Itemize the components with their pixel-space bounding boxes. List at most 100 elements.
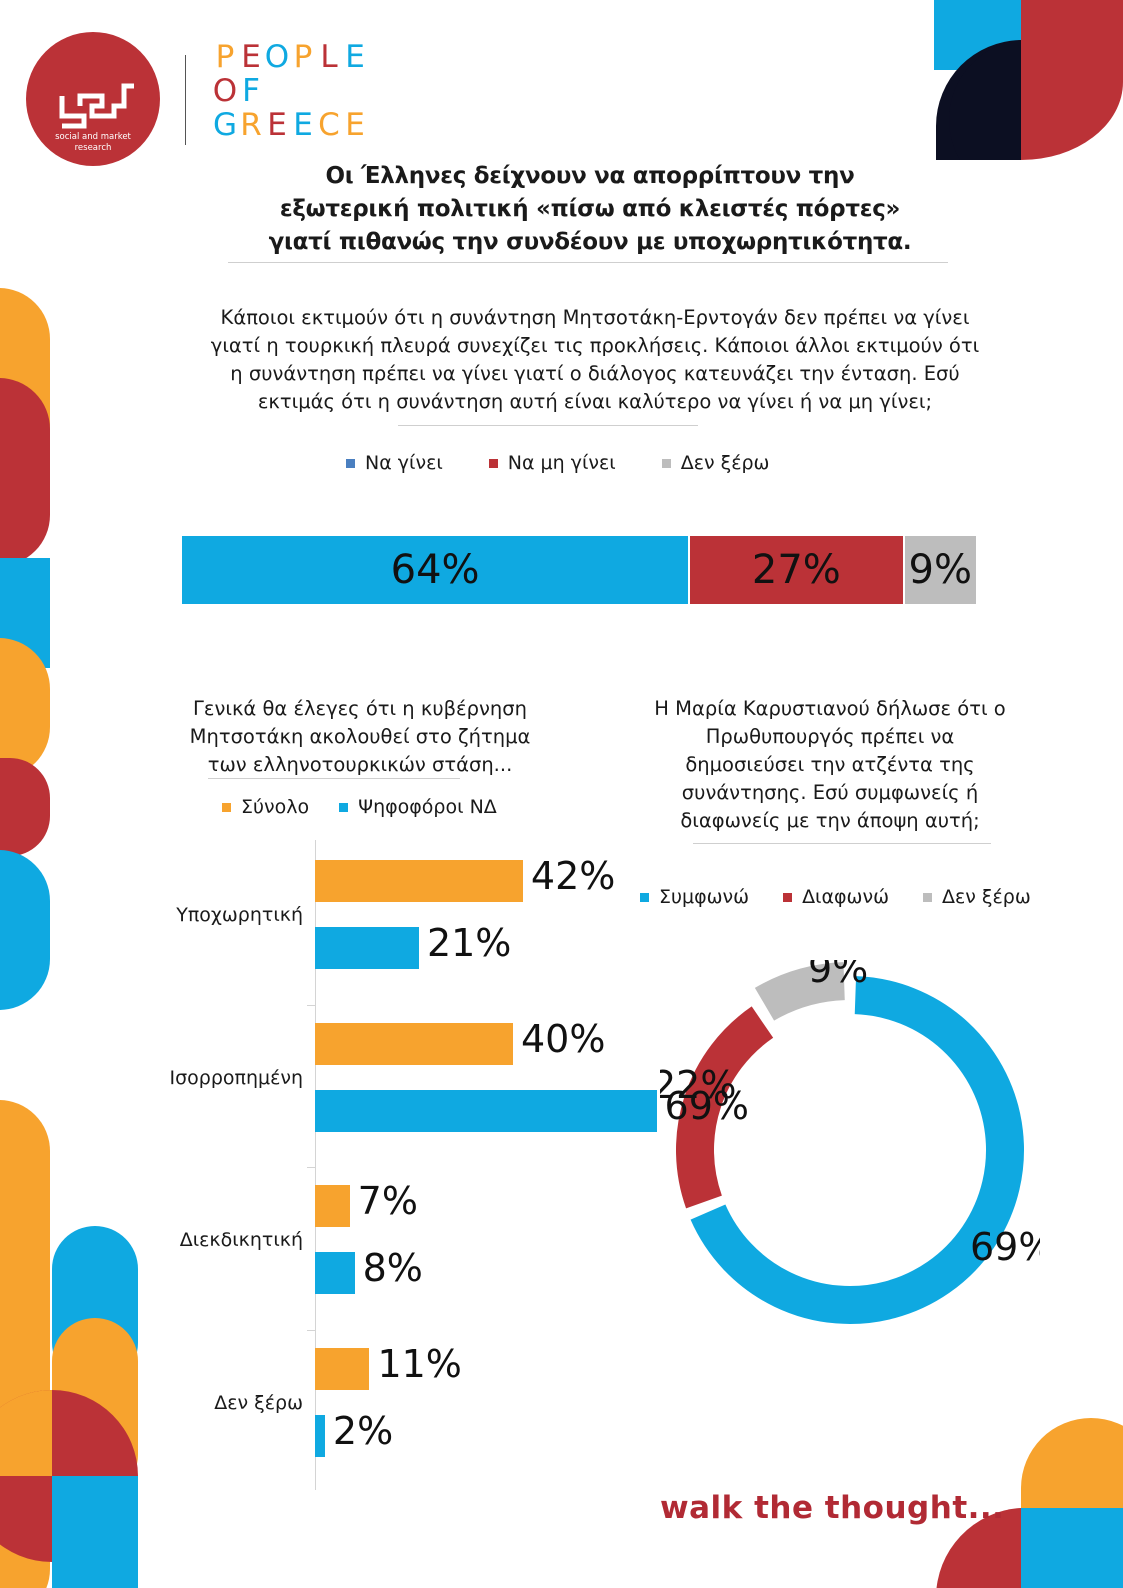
logo-caption-1: social and market — [55, 132, 131, 142]
decor-tr-navy-round — [949, 40, 1021, 160]
donut-slice-label: 9% — [808, 960, 868, 991]
donut-slice — [754, 962, 846, 1021]
title-line-1: Οι Έλληνες δείχνουν να απορρίπτουν την — [325, 163, 855, 189]
legend-item-agree: Συμφωνώ — [640, 886, 749, 908]
bar — [315, 1185, 350, 1227]
stacked-bar-label: 9% — [908, 547, 972, 593]
bar — [315, 860, 523, 902]
stacked-bar-label: 27% — [751, 547, 841, 593]
q2-line-2: Μητσοτάκη ακολουθεί στο ζήτημα — [189, 725, 531, 748]
legend-item-nd-voters: Ψηφοφόροι ΝΔ — [339, 796, 497, 818]
q2-line-3: των ελληνοτουρκικών στάση... — [207, 753, 513, 776]
chart1-legend: Να γίνει Να μη γίνει Δεν ξέρω — [346, 452, 815, 474]
logo-divider — [185, 55, 186, 145]
q1-line-3: η συνάντηση πρέπει να γίνει γιατί ο διάλ… — [230, 362, 960, 385]
title-line-3: γιατί πιθανώς την συνδέουν με υποχωρητικ… — [268, 229, 912, 255]
wordmark-letter: F — [242, 73, 260, 109]
legend-label: Να μη γίνει — [507, 452, 616, 474]
question-2: Γενικά θα έλεγες ότι η κυβέρνηση Μητσοτά… — [170, 695, 550, 779]
bar — [315, 1348, 370, 1390]
bar-value-label: 21% — [426, 921, 512, 965]
legend-swatch — [346, 458, 355, 468]
bar — [315, 1090, 657, 1132]
donut-slice — [676, 1006, 774, 1209]
legend-swatch — [488, 458, 498, 468]
group-separator — [307, 1330, 315, 1331]
bar-value-label: 8% — [362, 1246, 423, 1290]
legend-label: Να γίνει — [365, 452, 443, 474]
q1-line-4: εκτιμάς ότι η συνάντηση αυτή είναι καλύτ… — [257, 390, 933, 413]
decor-br-blue — [1021, 1508, 1123, 1588]
q3-line-4: συνάντησης. Εσύ συμφωνείς ή — [681, 781, 979, 804]
q1-divider — [398, 425, 698, 426]
legend-swatch — [339, 802, 349, 812]
logo-caption-2: research — [74, 143, 112, 153]
decor-tr-red — [1021, 0, 1123, 160]
bar — [315, 1415, 325, 1457]
legend-label: Σύνολο — [241, 796, 310, 818]
chart2-legend: Σύνολο Ψηφοφόροι ΝΔ — [222, 796, 543, 818]
bar-value-label: 7% — [357, 1179, 418, 1223]
page-title: Οι Έλληνες δείχνουν να απορρίπτουν την ε… — [230, 160, 950, 259]
category-label: Υποχωρητική — [176, 904, 303, 926]
donut-slice-label: 22% — [660, 1063, 736, 1107]
q3-line-2: Πρωθυπουργός πρέπει να — [705, 725, 955, 748]
stacked-bar-segment: 9% — [904, 536, 976, 604]
legend-label: Δεν ξέρω — [941, 886, 1031, 908]
question-1: Κάποιοι εκτιμούν ότι η συνάντηση Μητσοτά… — [190, 304, 1000, 416]
decor-red-pill — [0, 378, 50, 566]
q3-line-5: διαφωνείς με την άποψη αυτή; — [680, 809, 980, 832]
wordmark-letter: G — [212, 107, 238, 143]
bar-value-label: 42% — [530, 854, 616, 898]
decor-blue-bottom — [52, 1476, 138, 1588]
stacked-bar-segment: 27% — [690, 536, 903, 604]
chart3-legend: Συμφωνώ Διαφωνώ Δεν ξέρω — [640, 886, 1031, 908]
wordmark-letter: O — [212, 73, 238, 109]
wordmark-letter: P — [293, 39, 313, 75]
q2-line-1: Γενικά θα έλεγες ότι η κυβέρνηση — [193, 697, 527, 720]
stacked-bar-label: 64% — [390, 547, 480, 593]
legend-swatch — [222, 802, 231, 812]
category-label: Διεκδικητική — [179, 1229, 303, 1251]
category-label: Ισορροπημένη — [169, 1067, 303, 1089]
group-separator — [307, 1005, 315, 1006]
chart2-axis — [315, 840, 316, 1490]
logo-mark-icon — [59, 83, 134, 129]
brand-logo: social and market research — [26, 32, 160, 166]
donut-slice-label: 69% — [970, 1225, 1040, 1269]
legend-swatch — [661, 458, 671, 468]
legend-swatch — [640, 892, 649, 902]
q1-line-2: γιατί η τουρκική πλευρά συνεχίζει τις πρ… — [210, 334, 980, 357]
bar — [315, 1023, 513, 1065]
wordmark-letter: L — [320, 39, 338, 75]
wordmark-letter: E — [345, 39, 365, 75]
q2-divider — [208, 778, 460, 779]
donut-chart: 69% 22% 9% — [660, 960, 1040, 1324]
wordmark-letter: O — [264, 39, 290, 75]
wordmark-letter: R — [240, 107, 262, 143]
legend-label: Ψηφοφόροι ΝΔ — [358, 796, 497, 818]
bar-value-label: 11% — [377, 1342, 462, 1386]
wordmark-letter: E — [241, 39, 261, 75]
title-line-2: εξωτερική πολιτική «πίσω από κλειστές πό… — [279, 196, 901, 222]
wordmark-letter: E — [267, 107, 287, 143]
q3-line-1: Η Μαρία Καρυστιανού δήλωσε ότι ο — [654, 697, 1006, 720]
legend-item-disagree: Διαφωνώ — [783, 886, 889, 908]
legend-item-dontknow: Δεν ξέρω — [661, 452, 769, 474]
group-separator — [307, 1167, 315, 1168]
legend-item-total: Σύνολο — [222, 796, 309, 818]
legend-item-yes: Να γίνει — [346, 452, 443, 474]
wordmark-letter: E — [293, 107, 313, 143]
legend-label: Συμφωνώ — [659, 886, 750, 908]
wordmark-letter: P — [215, 39, 235, 75]
q1-line-1: Κάποιοι εκτιμούν ότι η συνάντηση Μητσοτά… — [220, 306, 970, 329]
legend-label: Διαφωνώ — [802, 886, 889, 908]
donut-slice — [690, 976, 1024, 1324]
decor-orange-pill-2 — [0, 638, 50, 778]
legend-item-dontknow-3: Δεν ξέρω — [922, 886, 1031, 908]
bar-value-label: 2% — [332, 1409, 394, 1453]
